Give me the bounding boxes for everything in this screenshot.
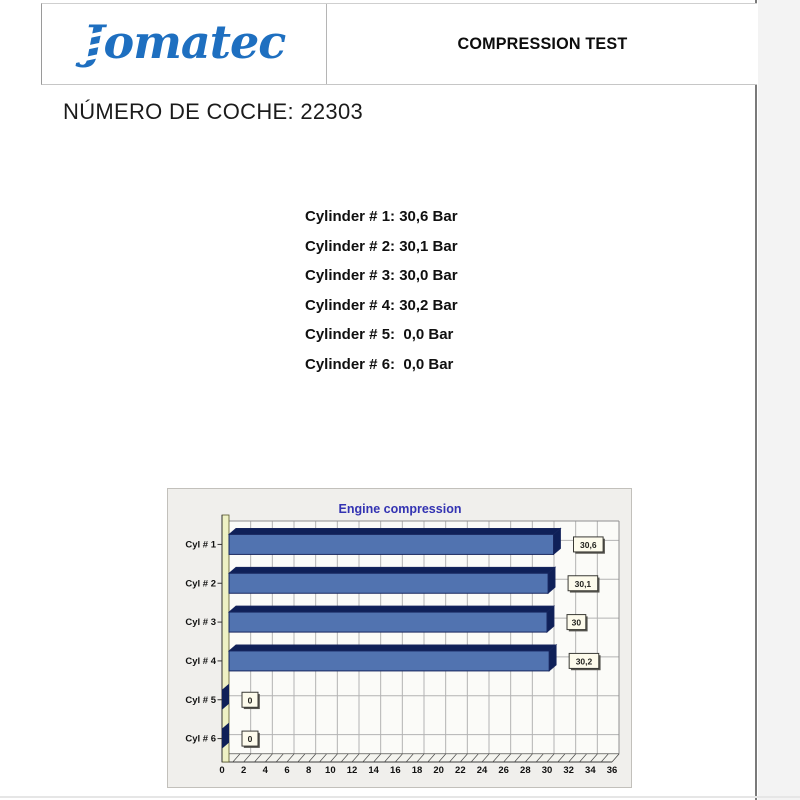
svg-text:6: 6 (284, 765, 289, 776)
svg-text:34: 34 (585, 765, 596, 776)
svg-text:0: 0 (248, 734, 253, 744)
logo-cell: Jomatec (42, 4, 327, 84)
page-right-rule (755, 0, 757, 800)
svg-text:14: 14 (368, 765, 379, 776)
svg-text:30: 30 (572, 618, 582, 628)
cylinder-reading: Cylinder # 1: 30,6 Bar (305, 208, 458, 225)
report-header: Jomatec COMPRESSION TEST (41, 3, 757, 85)
svg-text:4: 4 (263, 765, 269, 776)
svg-text:Cyl # 4: Cyl # 4 (185, 656, 216, 667)
cylinder-readings-list: Cylinder # 1: 30,6 Bar Cylinder # 2: 30,1… (305, 202, 458, 380)
svg-text:Cyl # 1: Cyl # 1 (185, 539, 216, 550)
svg-text:30: 30 (542, 765, 553, 776)
car-number-label: NÚMERO DE COCHE: 22303 (63, 99, 364, 124)
svg-text:32: 32 (563, 765, 574, 776)
svg-text:2: 2 (241, 765, 246, 776)
title-cell: COMPRESSION TEST (327, 4, 757, 84)
svg-text:36: 36 (607, 765, 618, 776)
svg-text:30,1: 30,1 (575, 579, 592, 589)
report-title: COMPRESSION TEST (457, 34, 627, 53)
svg-text:12: 12 (347, 765, 358, 776)
page-bottom-rule (0, 796, 800, 798)
svg-text:Cyl # 3: Cyl # 3 (185, 617, 216, 628)
svg-text:Cyl # 6: Cyl # 6 (185, 734, 216, 745)
cylinder-reading: Cylinder # 2: 30,1 Bar (305, 237, 458, 255)
cylinder-reading: Cylinder # 5: 0,0 Bar (305, 326, 454, 344)
svg-text:8: 8 (306, 765, 311, 776)
page-margin-band (758, 0, 800, 800)
svg-text:0: 0 (248, 695, 253, 705)
cylinder-reading: Cylinder # 4: 30,2 Bar (305, 296, 458, 314)
svg-text:Cyl # 2: Cyl # 2 (185, 578, 216, 589)
svg-text:16: 16 (390, 765, 401, 776)
compression-chart: 0 2 4 6 8 10 12 14 16 18 20 22 24 26 28 30 32 34 36 Cyl # 1… (167, 488, 632, 788)
svg-text:0: 0 (219, 765, 224, 776)
cylinder-reading: Cylinder # 6: 0,0 Bar (305, 355, 454, 373)
svg-text:18: 18 (412, 765, 423, 776)
svg-text:30,2: 30,2 (576, 656, 593, 666)
svg-text:20: 20 (433, 765, 444, 776)
svg-text:24: 24 (477, 765, 488, 776)
svg-text:Cyl # 5: Cyl # 5 (185, 695, 216, 706)
svg-text:10: 10 (325, 765, 336, 776)
svg-text:Engine compression: Engine compression (339, 502, 462, 516)
svg-text:22: 22 (455, 765, 466, 776)
svg-text:26: 26 (498, 765, 509, 776)
svg-text:30,6: 30,6 (580, 540, 597, 550)
cylinder-reading: Cylinder # 3: 30,0 Bar (305, 267, 458, 285)
svg-text:28: 28 (520, 765, 531, 776)
jomatec-logo: Jomatec (82, 15, 286, 69)
